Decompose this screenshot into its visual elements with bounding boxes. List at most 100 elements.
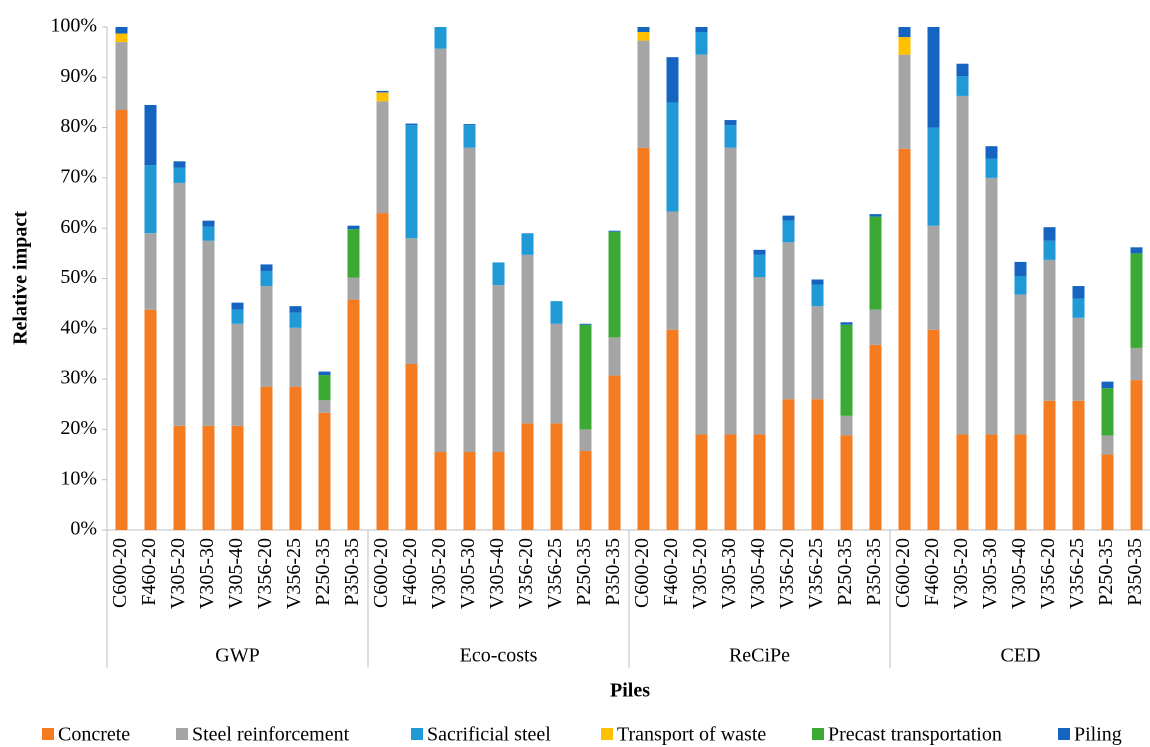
bar-segment (1130, 253, 1143, 348)
legend-label: Steel reinforcement (192, 724, 350, 746)
bar-segment (898, 27, 911, 38)
x-tick-label: V305-40 (747, 538, 769, 609)
bar-segment (608, 231, 621, 338)
bar-segment (463, 125, 476, 148)
y-tick-label: 50% (60, 266, 97, 288)
bar-segment (840, 415, 853, 436)
x-tick-label: P250-35 (834, 538, 856, 606)
bar-segment (376, 213, 389, 531)
bar-segment (753, 254, 766, 277)
bar-segment (347, 299, 360, 530)
legend-label: Piling (1074, 724, 1122, 746)
bar-segment (463, 452, 476, 530)
bar-segment (115, 42, 128, 110)
legend-swatch (42, 728, 54, 740)
bar-segment (434, 27, 447, 49)
bar-segment (782, 220, 795, 243)
bar-segment (1101, 435, 1114, 455)
x-tick-label: V356-25 (544, 538, 566, 609)
bar-segment (1014, 294, 1027, 435)
bar-segment (1014, 261, 1027, 276)
x-tick-label: C600-20 (892, 538, 914, 608)
bar-segment (782, 215, 795, 221)
x-tick-label: V305-30 (718, 538, 740, 609)
bar-segment (318, 375, 331, 401)
bar-segment (260, 386, 273, 530)
x-tick-label: P350-35 (1124, 538, 1146, 606)
group-label: ReCiPe (729, 645, 790, 667)
x-tick-label: V305-30 (979, 538, 1001, 609)
x-tick-label: V305-30 (196, 538, 218, 609)
bar-segment (1072, 400, 1085, 530)
y-tick-label: 70% (60, 165, 97, 187)
bar-segment (492, 262, 505, 286)
y-axis-title: Relative impact (10, 211, 32, 345)
bar-segment (1101, 381, 1114, 389)
bar-segment (811, 399, 824, 530)
bar-segment (608, 375, 621, 530)
x-tick-label: V356-25 (1066, 538, 1088, 609)
x-tick-label: V356-20 (776, 538, 798, 609)
legend-swatch (1058, 728, 1070, 740)
bar-segment (173, 425, 186, 530)
x-tick-label: V305-40 (1008, 538, 1030, 609)
legend-label: Precast transportation (828, 724, 1002, 746)
bar-segment (637, 40, 650, 148)
bar-segment (202, 226, 215, 241)
bar-segment (695, 27, 708, 33)
y-tick-label: 100% (50, 15, 97, 37)
y-tick-label: 40% (60, 316, 97, 338)
bar-segment (724, 120, 737, 126)
bar-segment (1043, 227, 1056, 241)
bar-segment (695, 54, 708, 435)
bar-segment (173, 167, 186, 183)
x-tick-label: V305-20 (950, 538, 972, 609)
bar-segment (405, 364, 418, 530)
bar-segment (115, 109, 128, 531)
bar-segment (405, 238, 418, 365)
bar-segment (289, 312, 302, 328)
x-tick-label: C600-20 (631, 538, 653, 608)
bar-segment (521, 254, 534, 424)
y-tick-label: 80% (60, 115, 97, 137)
bar-segment (724, 147, 737, 435)
bar-segment (927, 127, 940, 226)
bar-segment (666, 211, 679, 330)
y-tick-label: 0% (70, 518, 97, 540)
bar-segment (1014, 434, 1027, 530)
bar-segment (956, 95, 969, 435)
x-tick-label: V356-25 (805, 538, 827, 609)
bar-segment (782, 399, 795, 530)
bar-segment (724, 434, 737, 530)
bar-segment (608, 230, 621, 232)
bar-segment (956, 434, 969, 530)
x-tick-label: V305-20 (689, 538, 711, 609)
bar-segment (463, 124, 476, 126)
x-tick-label: V305-20 (428, 538, 450, 609)
x-tick-label: P350-35 (341, 538, 363, 606)
bar-segment (811, 279, 824, 285)
bar-segment (1130, 247, 1143, 254)
x-tick-label: F460-20 (399, 538, 421, 606)
bar-segment (898, 148, 911, 530)
bar-segment (521, 233, 534, 255)
y-tick-label: 30% (60, 367, 97, 389)
bar-segment (898, 37, 911, 55)
bar-segment (724, 125, 737, 148)
bar-segment (289, 327, 302, 387)
bar-segment (579, 429, 592, 452)
bar-segment (434, 48, 447, 453)
bar-segment (1130, 380, 1143, 530)
bar-segment (985, 146, 998, 159)
bar-segment (289, 386, 302, 530)
x-tick-label: P250-35 (573, 538, 595, 606)
x-tick-label: F460-20 (921, 538, 943, 606)
bar-segment (1072, 298, 1085, 318)
x-tick-label: V305-40 (486, 538, 508, 609)
bar-segment (637, 147, 650, 530)
bar-segment (1043, 259, 1056, 401)
x-tick-label: V305-20 (167, 538, 189, 609)
bar-segment (579, 451, 592, 530)
bar-segment (985, 434, 998, 530)
bar-segment (579, 323, 592, 325)
